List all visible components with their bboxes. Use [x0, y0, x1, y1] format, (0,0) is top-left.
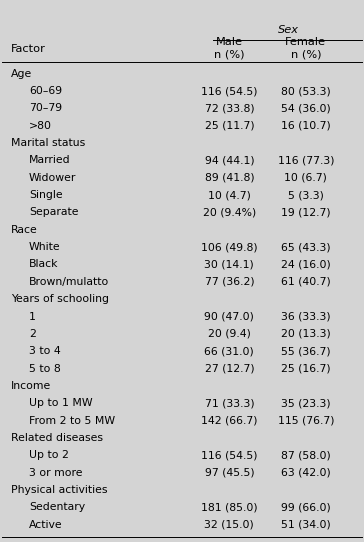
Text: 10 (4.7): 10 (4.7)	[208, 190, 251, 200]
Text: 54 (36.0): 54 (36.0)	[281, 104, 331, 113]
Text: 20 (13.3): 20 (13.3)	[281, 329, 331, 339]
Text: 80 (53.3): 80 (53.3)	[281, 86, 331, 96]
Text: Separate: Separate	[29, 208, 79, 217]
Text: Married: Married	[29, 156, 71, 165]
Text: Related diseases: Related diseases	[11, 433, 103, 443]
Text: Physical activities: Physical activities	[11, 485, 107, 495]
Text: 77 (36.2): 77 (36.2)	[205, 277, 254, 287]
Text: From 2 to 5 MW: From 2 to 5 MW	[29, 416, 115, 425]
Text: 3 or more: 3 or more	[29, 468, 83, 478]
Text: 30 (14.1): 30 (14.1)	[205, 260, 254, 269]
Text: 181 (85.0): 181 (85.0)	[201, 502, 258, 512]
Text: Male
n (%): Male n (%)	[214, 37, 245, 60]
Text: 35 (23.3): 35 (23.3)	[281, 398, 331, 408]
Text: 97 (45.5): 97 (45.5)	[205, 468, 254, 478]
Text: 87 (58.0): 87 (58.0)	[281, 450, 331, 460]
Text: 1: 1	[29, 312, 36, 321]
Text: 25 (16.7): 25 (16.7)	[281, 364, 331, 373]
Text: 142 (66.7): 142 (66.7)	[201, 416, 258, 425]
Text: Single: Single	[29, 190, 63, 200]
Text: 5 (3.3): 5 (3.3)	[288, 190, 324, 200]
Text: Female
n (%): Female n (%)	[285, 37, 326, 60]
Text: Up to 1 MW: Up to 1 MW	[29, 398, 93, 408]
Text: 71 (33.3): 71 (33.3)	[205, 398, 254, 408]
Text: 116 (54.5): 116 (54.5)	[201, 450, 258, 460]
Text: 16 (10.7): 16 (10.7)	[281, 121, 331, 131]
Text: 72 (33.8): 72 (33.8)	[205, 104, 254, 113]
Text: Years of schooling: Years of schooling	[11, 294, 109, 304]
Text: 3 to 4: 3 to 4	[29, 346, 61, 356]
Text: 24 (16.0): 24 (16.0)	[281, 260, 331, 269]
Text: White: White	[29, 242, 61, 252]
Text: 2: 2	[29, 329, 36, 339]
Text: Brown/mulatto: Brown/mulatto	[29, 277, 109, 287]
Text: 70–79: 70–79	[29, 104, 62, 113]
Text: Race: Race	[11, 225, 37, 235]
Text: 115 (76.7): 115 (76.7)	[277, 416, 334, 425]
Text: 36 (33.3): 36 (33.3)	[281, 312, 331, 321]
Text: 106 (49.8): 106 (49.8)	[201, 242, 258, 252]
Text: Factor: Factor	[11, 43, 46, 54]
Text: 51 (34.0): 51 (34.0)	[281, 520, 331, 530]
Text: 89 (41.8): 89 (41.8)	[205, 173, 254, 183]
Text: 20 (9.4%): 20 (9.4%)	[203, 208, 256, 217]
Text: 94 (44.1): 94 (44.1)	[205, 156, 254, 165]
Text: Sedentary: Sedentary	[29, 502, 85, 512]
Text: 65 (43.3): 65 (43.3)	[281, 242, 331, 252]
Text: 90 (47.0): 90 (47.0)	[204, 312, 254, 321]
Text: 5 to 8: 5 to 8	[29, 364, 61, 373]
Text: >80: >80	[29, 121, 52, 131]
Text: 66 (31.0): 66 (31.0)	[205, 346, 254, 356]
Text: 25 (11.7): 25 (11.7)	[205, 121, 254, 131]
Text: Income: Income	[11, 381, 51, 391]
Text: Black: Black	[29, 260, 59, 269]
Text: 99 (66.0): 99 (66.0)	[281, 502, 331, 512]
Text: 20 (9.4): 20 (9.4)	[208, 329, 251, 339]
Text: 116 (77.3): 116 (77.3)	[277, 156, 334, 165]
Text: Sex: Sex	[278, 25, 299, 35]
Text: Age: Age	[11, 69, 32, 79]
Text: 32 (15.0): 32 (15.0)	[205, 520, 254, 530]
Text: 60–69: 60–69	[29, 86, 62, 96]
Text: 10 (6.7): 10 (6.7)	[284, 173, 327, 183]
Text: 63 (42.0): 63 (42.0)	[281, 468, 331, 478]
Text: 61 (40.7): 61 (40.7)	[281, 277, 331, 287]
Text: 27 (12.7): 27 (12.7)	[205, 364, 254, 373]
Text: Active: Active	[29, 520, 63, 530]
Text: Marital status: Marital status	[11, 138, 85, 148]
Text: 116 (54.5): 116 (54.5)	[201, 86, 258, 96]
Text: Up to 2: Up to 2	[29, 450, 69, 460]
Text: 55 (36.7): 55 (36.7)	[281, 346, 331, 356]
Text: 19 (12.7): 19 (12.7)	[281, 208, 331, 217]
Text: Widower: Widower	[29, 173, 76, 183]
